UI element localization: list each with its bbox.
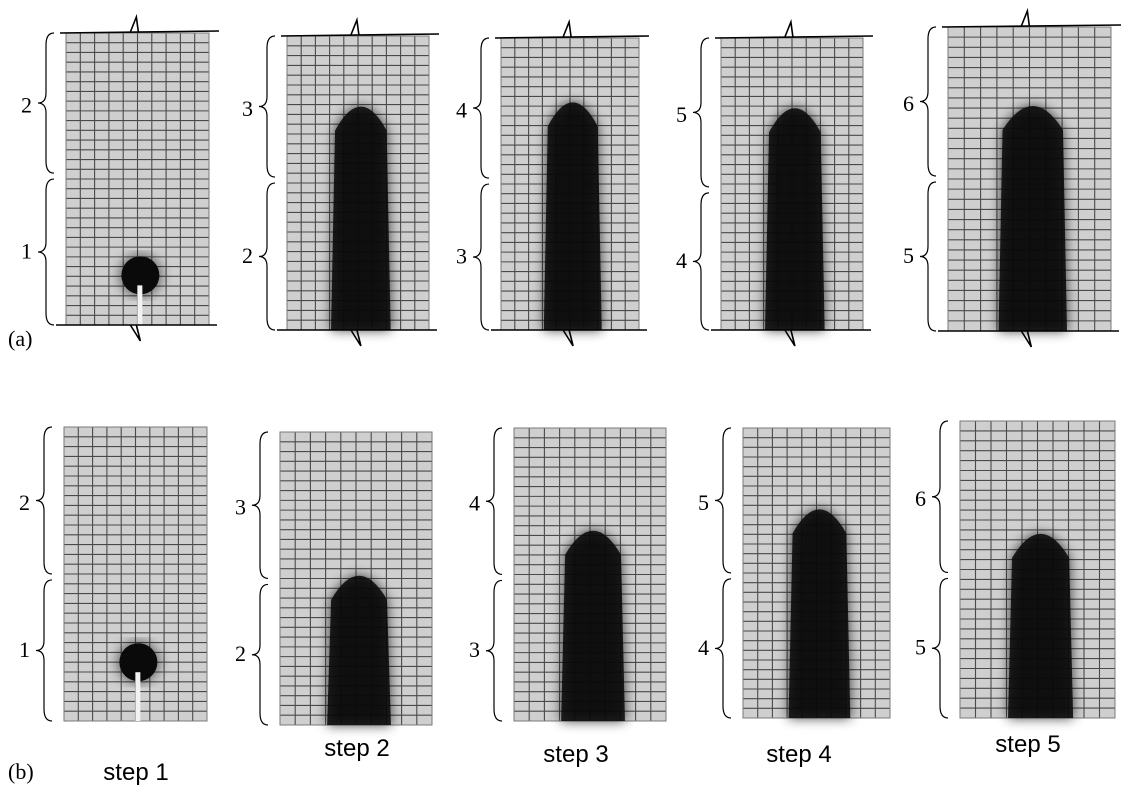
lower-segment-label: 1 — [19, 637, 30, 662]
brace-lower — [258, 182, 276, 331]
panel-b-3: 43 — [469, 427, 667, 722]
step-label-5: step 5 — [995, 731, 1060, 758]
brace-lower — [251, 583, 269, 726]
row-label-a: (a) — [8, 326, 32, 351]
panel-b-1: 21 — [19, 426, 208, 722]
panel-a-2: 32 — [242, 16, 440, 347]
brace-lower — [37, 178, 55, 326]
dark-column — [543, 102, 602, 331]
panel-b-2: 32 — [235, 431, 433, 726]
brace-lower — [931, 577, 949, 719]
row-label-b: (b) — [8, 759, 34, 784]
upper-segment-label: 4 — [469, 491, 480, 516]
top-break-mark — [562, 18, 572, 38]
dark-column — [327, 575, 391, 725]
lower-segment-label: 4 — [676, 248, 687, 273]
brace-upper — [37, 32, 55, 174]
brace-upper — [35, 426, 53, 575]
bottom-break-mark — [562, 329, 574, 347]
ball — [119, 643, 158, 682]
top-break-mark — [1020, 7, 1031, 27]
brace-upper — [472, 37, 490, 179]
bottom-break-mark — [784, 329, 796, 347]
panel-a-4: 54 — [676, 18, 874, 347]
top-edge-line — [941, 24, 1122, 28]
ball — [121, 256, 160, 295]
lower-segment-label: 3 — [456, 244, 467, 269]
panel-a-5: 65 — [903, 7, 1122, 348]
bottom-break-mark — [350, 329, 362, 347]
step-label-3: step 3 — [543, 741, 608, 768]
upper-segment-label: 4 — [456, 98, 467, 123]
brace-lower — [485, 579, 503, 722]
step-label-2: step 2 — [324, 735, 389, 762]
top-break-mark — [784, 18, 794, 38]
dark-column — [561, 530, 625, 721]
brace-lower — [692, 192, 710, 331]
lower-segment-label: 2 — [235, 641, 246, 666]
brace-upper — [692, 37, 710, 188]
top-edge-line — [494, 35, 650, 39]
lower-segment-label: 2 — [242, 243, 253, 268]
upper-segment-label: 3 — [235, 495, 246, 520]
brace-lower — [472, 183, 490, 331]
panel-b-4: 54 — [698, 427, 891, 719]
top-edge-line — [714, 35, 874, 39]
upper-segment-label: 2 — [21, 93, 32, 118]
lower-segment-label: 5 — [903, 243, 914, 268]
brace-lower — [35, 579, 53, 722]
top-edge-line — [280, 33, 440, 37]
upper-segment-label: 5 — [698, 490, 709, 515]
lower-segment-label: 4 — [698, 635, 709, 660]
dark-column — [788, 509, 851, 718]
lower-segment-label: 5 — [915, 635, 926, 660]
step-label-1: step 1 — [103, 759, 168, 786]
panel-a-3: 43 — [456, 18, 650, 347]
ball-stem — [137, 285, 143, 325]
dark-column — [331, 106, 391, 330]
upper-segment-label: 2 — [19, 490, 30, 515]
top-break-mark — [350, 16, 360, 36]
dark-column — [1008, 533, 1074, 718]
upper-segment-label: 5 — [676, 102, 687, 127]
brace-upper — [919, 26, 937, 177]
bottom-break-mark — [129, 324, 142, 342]
ball-stem — [135, 672, 141, 721]
step-label-4: step 4 — [766, 741, 831, 768]
top-break-mark — [129, 13, 140, 33]
brace-upper — [485, 427, 503, 576]
top-edge-line — [59, 30, 220, 34]
upper-segment-label: 6 — [915, 486, 926, 511]
panel-a-1: 21 — [21, 13, 220, 342]
brace-upper — [251, 431, 269, 580]
lower-segment-label: 3 — [469, 637, 480, 662]
brace-upper — [931, 420, 949, 574]
lower-segment-label: 1 — [21, 239, 32, 264]
bottom-break-mark — [1020, 330, 1033, 348]
brace-upper — [258, 35, 276, 178]
brace-lower — [714, 578, 732, 719]
upper-segment-label: 6 — [903, 91, 914, 116]
panel-b-5: 65 — [915, 420, 1116, 719]
dark-column — [998, 105, 1067, 331]
dark-column — [765, 108, 825, 330]
upper-segment-label: 3 — [242, 96, 253, 121]
brace-upper — [714, 427, 732, 574]
brace-lower — [919, 181, 937, 332]
